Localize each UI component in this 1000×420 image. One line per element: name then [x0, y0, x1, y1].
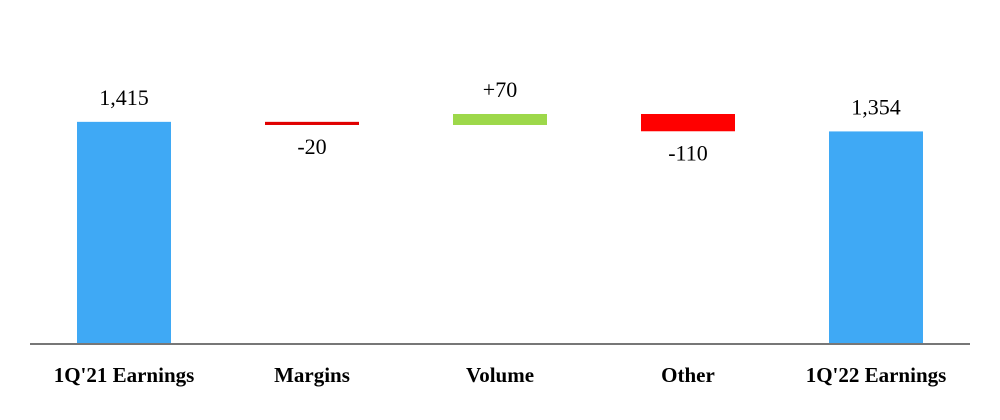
- value-label: -20: [297, 134, 326, 159]
- value-label: 1,415: [99, 85, 149, 110]
- bar: [641, 113, 735, 132]
- x-tick-label: Other: [661, 363, 715, 387]
- x-tick-label: 1Q'22 Earnings: [806, 363, 947, 387]
- value-label: 1,354: [851, 94, 901, 119]
- bar: [829, 131, 923, 344]
- x-tick-label: 1Q'21 Earnings: [54, 363, 195, 387]
- x-tick-label: Margins: [274, 363, 350, 387]
- value-label: -110: [668, 140, 708, 165]
- x-tick-label: Volume: [466, 363, 534, 387]
- bar: [265, 121, 359, 125]
- value-label: +70: [483, 77, 517, 102]
- bar: [77, 121, 171, 344]
- bar: [453, 113, 547, 125]
